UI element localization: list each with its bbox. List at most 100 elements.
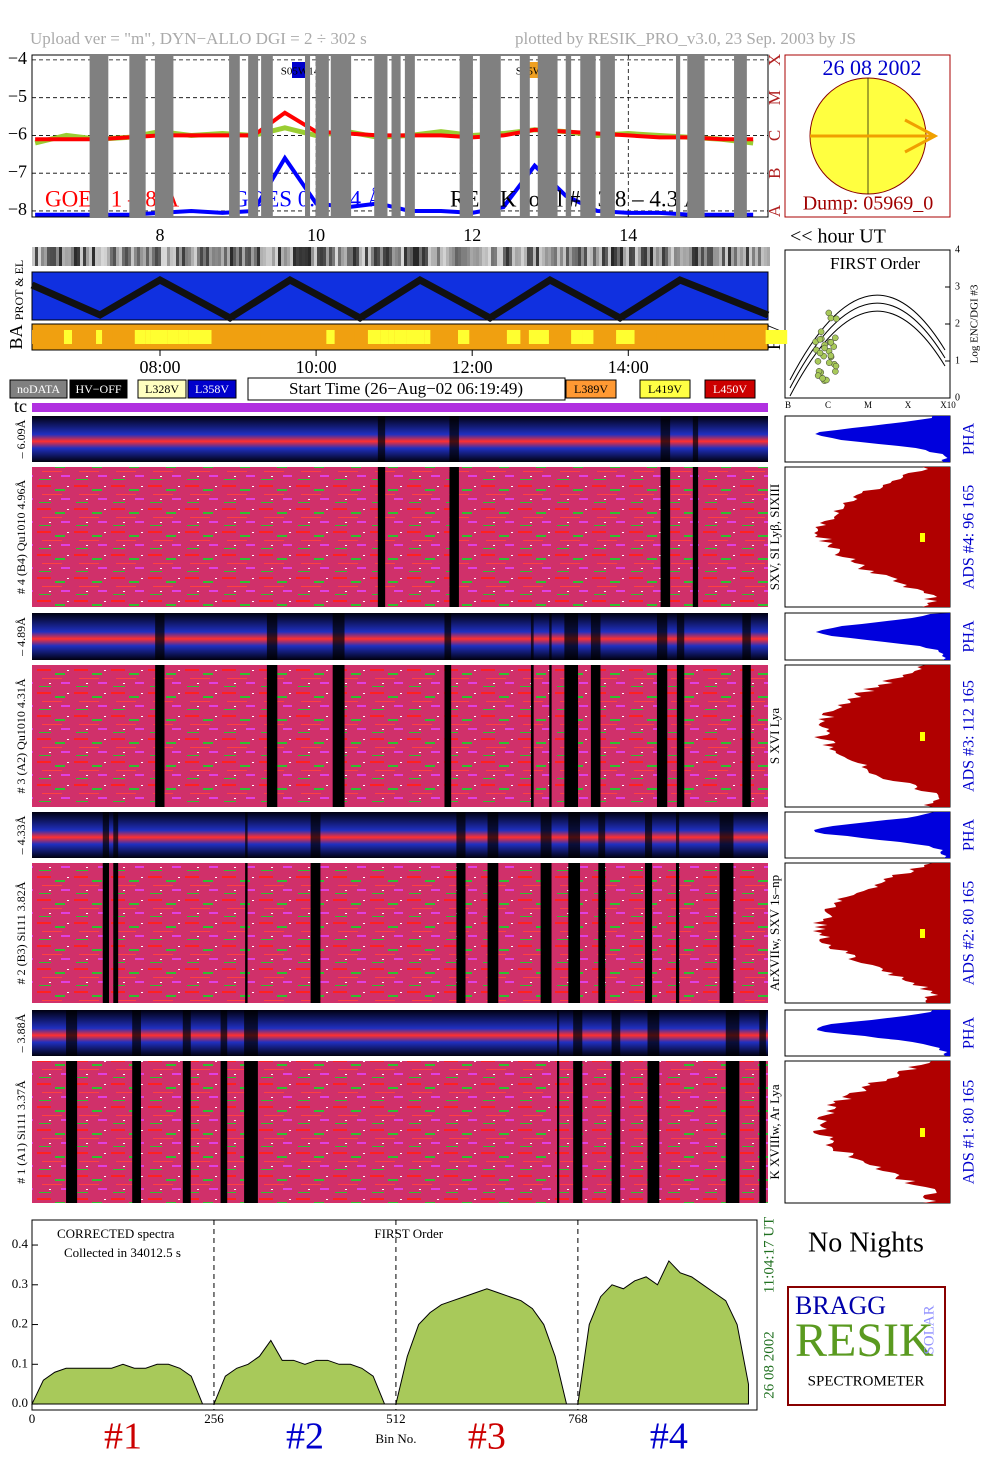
gray-cell bbox=[758, 247, 761, 266]
channel-range: – 4.33Å bbox=[14, 815, 28, 855]
data-gap bbox=[734, 55, 747, 217]
ba-cell bbox=[656, 330, 679, 344]
gray-cell bbox=[392, 247, 395, 266]
data-gap bbox=[459, 55, 473, 217]
ba-cell bbox=[751, 330, 766, 344]
gray-cell bbox=[584, 247, 587, 266]
gap bbox=[549, 665, 552, 807]
data-gap bbox=[129, 55, 146, 217]
gray-cell bbox=[365, 247, 368, 266]
small-point bbox=[814, 358, 822, 365]
gray-cell bbox=[635, 247, 638, 266]
gap bbox=[660, 467, 671, 607]
gap bbox=[676, 613, 685, 660]
small-xtick: X bbox=[905, 400, 912, 410]
gray-cell bbox=[53, 247, 56, 266]
gap bbox=[759, 1010, 766, 1056]
gray-cell bbox=[128, 247, 131, 266]
gray-cell bbox=[134, 247, 137, 266]
gray-cell bbox=[350, 247, 353, 266]
gray-cell bbox=[257, 247, 260, 266]
class-label: C bbox=[765, 130, 784, 141]
gray-cell bbox=[524, 247, 527, 266]
ba-cell bbox=[145, 330, 151, 344]
pha-label: PHA bbox=[961, 423, 978, 455]
gray-cell bbox=[590, 247, 593, 266]
gray-cell bbox=[641, 247, 644, 266]
marker bbox=[920, 1128, 925, 1137]
spectrogram bbox=[32, 863, 768, 1003]
gray-cell bbox=[422, 247, 425, 266]
data-gap bbox=[537, 55, 558, 217]
small-ytick: 4 bbox=[955, 244, 960, 255]
gap bbox=[656, 665, 668, 807]
pha-profile bbox=[816, 1010, 950, 1056]
gray-cell bbox=[149, 247, 152, 266]
gray-cell bbox=[395, 247, 398, 266]
gray-cell bbox=[323, 247, 326, 266]
gray-cell bbox=[461, 247, 464, 266]
line-label: K XVIIIw, Ar Lya bbox=[767, 1084, 782, 1179]
data-gap bbox=[391, 55, 401, 217]
ba-cell bbox=[593, 330, 617, 344]
small-point bbox=[832, 362, 840, 370]
gap bbox=[675, 863, 680, 1003]
gray-cell bbox=[98, 247, 101, 266]
gray-cell bbox=[377, 247, 380, 266]
gray-cell bbox=[614, 247, 617, 266]
gray-cell bbox=[515, 247, 518, 266]
time-tick-label: 14:00 bbox=[608, 357, 649, 377]
gray-cell bbox=[611, 247, 614, 266]
gray-cell bbox=[674, 247, 677, 266]
time-tick-label: 12:00 bbox=[452, 357, 493, 377]
gap bbox=[487, 812, 499, 858]
gray-cell bbox=[467, 247, 470, 266]
x-tick-label: 12 bbox=[463, 225, 481, 245]
data-gap bbox=[304, 55, 311, 217]
gray-cell bbox=[308, 247, 311, 266]
legend-box bbox=[137, 379, 187, 399]
gap bbox=[598, 812, 606, 858]
ba-cell bbox=[150, 330, 168, 344]
start-time: Start Time (26−Aug−02 06:19:49) bbox=[289, 379, 523, 398]
y-tick-label: −5 bbox=[8, 86, 27, 106]
gap bbox=[645, 863, 653, 1003]
gray-cell bbox=[266, 247, 269, 266]
gray-cell bbox=[530, 247, 533, 266]
gray-cell bbox=[44, 247, 47, 266]
gap bbox=[102, 812, 110, 858]
gray-cell bbox=[473, 247, 476, 266]
legend-box-label: L419V bbox=[648, 382, 682, 396]
gray-cell bbox=[89, 247, 92, 266]
gray-cell bbox=[734, 247, 737, 266]
gray-cell bbox=[560, 247, 563, 266]
gray-cell bbox=[506, 247, 509, 266]
annotation: Collected in 34012.5 s bbox=[64, 1245, 181, 1260]
small-point bbox=[816, 349, 824, 357]
data-gap bbox=[687, 55, 705, 217]
gray-cell bbox=[449, 247, 452, 266]
gray-cell bbox=[104, 247, 107, 266]
gray-cell bbox=[665, 247, 668, 266]
y-tick-label: 0.1 bbox=[12, 1355, 28, 1370]
data-gap bbox=[580, 55, 596, 217]
gray-cell bbox=[131, 247, 134, 266]
tc-bar bbox=[32, 403, 768, 412]
small-ytick: 1 bbox=[955, 355, 960, 366]
side-label: 26 08 2002 bbox=[761, 1331, 777, 1399]
marker bbox=[920, 929, 925, 938]
gray-cell bbox=[629, 247, 632, 266]
sun-date: 26 08 2002 bbox=[823, 55, 922, 80]
small-point bbox=[833, 315, 840, 323]
gap bbox=[611, 1061, 621, 1203]
small-xtick: X10 bbox=[940, 400, 956, 410]
ba-cell bbox=[388, 330, 395, 344]
y-tick-label: 0.0 bbox=[12, 1395, 28, 1410]
x-axis-label: << hour UT bbox=[790, 226, 886, 248]
gray-cell bbox=[74, 247, 77, 266]
gray-cell bbox=[671, 247, 674, 266]
class-label: X bbox=[765, 54, 784, 66]
ba-label: BA bbox=[6, 324, 26, 349]
gray-cell bbox=[440, 247, 443, 266]
